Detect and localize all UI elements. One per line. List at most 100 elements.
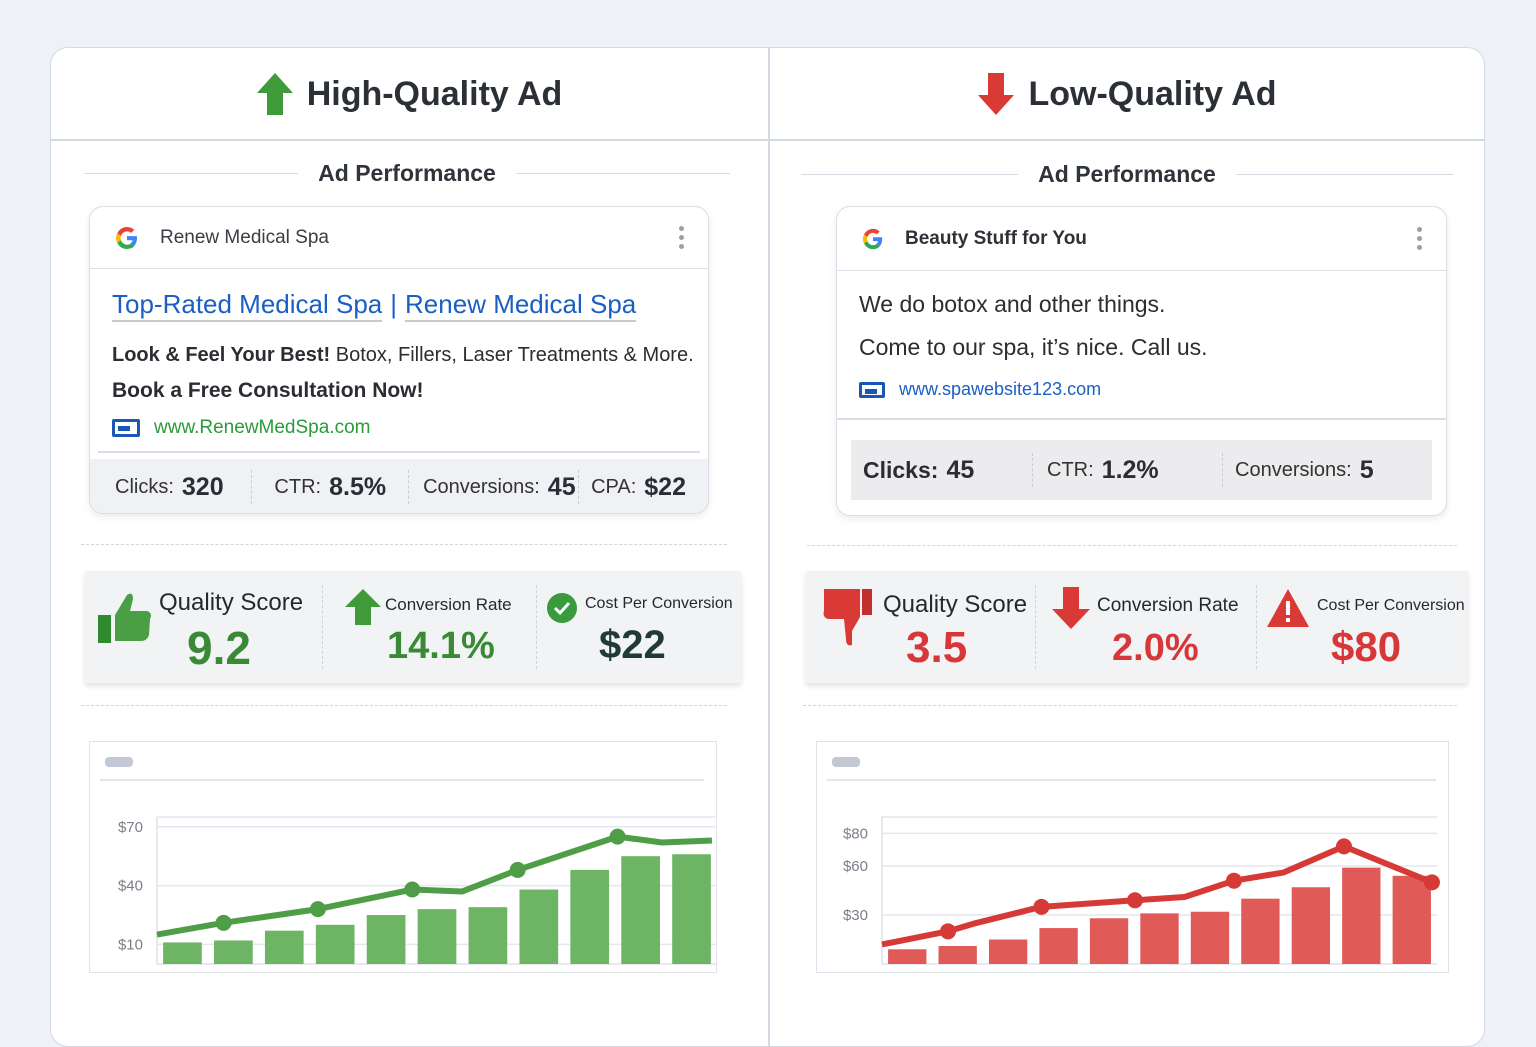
ad-call-to-action: Book a Free Consultation Now! (112, 379, 424, 402)
desc-rest: Botox, Fillers, Laser Treatments & More. (335, 344, 694, 366)
kpi-label: Quality Score (159, 589, 304, 616)
dashed-divider (807, 545, 1457, 546)
bar (315, 924, 355, 964)
bar (366, 915, 406, 964)
bar (1291, 887, 1331, 964)
thumbs-up-icon (98, 593, 151, 643)
kpi-value: 14.1% (387, 625, 495, 667)
ad-stats-bar: Clicks: 320 CTR: 8.5% Conversions: 45 CPA: $… (90, 459, 708, 513)
left-kpi-bar: Quality Score 9.2 Conversion Rate 14.1% … (85, 571, 741, 683)
trend-point (404, 881, 421, 898)
stat-clicks: Clicks: 45 (851, 453, 1033, 487)
bar (672, 854, 711, 964)
advertiser-name: Renew Medical Spa (160, 226, 329, 248)
check-circle-icon (547, 593, 577, 623)
y-tick-label: $80 (843, 825, 868, 842)
left-title: High-Quality Ad (306, 74, 563, 113)
bar (988, 939, 1028, 964)
kpi-value: $80 (1331, 623, 1402, 670)
dashed-divider (803, 705, 1457, 706)
ad-headline[interactable]: Top-Rated Medical Spa | Renew Medical Sp… (112, 289, 686, 322)
headline-part-2[interactable]: Renew Medical Spa (405, 289, 637, 322)
left-ad-card: Renew Medical Spa Top-Rated Medical Spa … (89, 206, 709, 514)
url-text[interactable]: www.spawebsite123.com (899, 379, 1102, 399)
column-divider (768, 48, 770, 1046)
y-tick-label: $60 (843, 858, 868, 875)
stat-ctr: CTR: 1.2% (1033, 453, 1223, 487)
section-label: Ad Performance (1038, 161, 1216, 187)
y-tick-label: $30 (843, 907, 868, 924)
bar (570, 869, 610, 964)
more-options-icon[interactable] (1417, 227, 1422, 250)
section-label: Ad Performance (318, 160, 496, 186)
trend-point (309, 901, 326, 918)
arrow-down-icon (1052, 587, 1090, 629)
kpi-label: Conversion Rate (385, 595, 512, 614)
right-section-title: Ad Performance (801, 161, 1454, 188)
bar (621, 856, 660, 964)
trend-point (939, 923, 956, 940)
kpi-cost-per-conversion: Cost Per Conversion $22 (537, 585, 741, 669)
desc-bold: Look & Feel Your Best! (112, 344, 331, 366)
more-options-icon[interactable] (679, 226, 684, 249)
browser-icon (859, 381, 885, 398)
advertiser-name: Beauty Stuff for You (905, 227, 1087, 249)
header-divider (51, 139, 1484, 141)
kpi-value: 3.5 (906, 623, 968, 672)
trend-point (1126, 892, 1143, 909)
arrow-down-icon (978, 73, 1015, 115)
kpi-conversion-rate: Conversion Rate 14.1% (323, 585, 537, 669)
stat-conversions: Conversions: 5 (1235, 455, 1374, 484)
bar (417, 909, 457, 964)
trend-point (215, 914, 232, 931)
trend-line (881, 843, 1434, 948)
kpi-value: $22 (599, 623, 666, 667)
kpi-label: Cost Per Conversion (1317, 597, 1465, 614)
bar (1342, 867, 1381, 964)
bar (519, 889, 559, 964)
browser-icon (112, 419, 140, 437)
y-tick-label: $10 (118, 936, 143, 953)
bar (1039, 928, 1078, 964)
url-text[interactable]: www.RenewMedSpa.com (154, 417, 371, 438)
ad-url[interactable]: www.spawebsite123.com (859, 379, 1424, 400)
kpi-cost-per-conversion: Cost Per Conversion $80 (1257, 585, 1468, 670)
right-ad-card: Beauty Stuff for You We do botox and oth… (836, 206, 1447, 516)
headline-separator: | (390, 289, 398, 319)
kpi-quality-score: Quality Score 9.2 (85, 585, 323, 674)
trend-point (1335, 838, 1352, 855)
ad-url[interactable]: www.RenewMedSpa.com (112, 417, 686, 439)
dashed-divider (81, 705, 727, 706)
warning-icon (1267, 589, 1309, 627)
left-trend-chart: $10 $40 $70 (89, 741, 717, 973)
bar (264, 930, 304, 964)
kpi-value: 2.0% (1112, 627, 1199, 669)
y-tick-label: $40 (118, 878, 143, 895)
kpi-label: Cost Per Conversion (585, 595, 733, 612)
headline-part-1[interactable]: Top-Rated Medical Spa (112, 289, 383, 322)
bar (468, 907, 508, 964)
stat-clicks: Clicks: 320 (90, 470, 253, 504)
right-title: Low-Quality Ad (1028, 74, 1277, 113)
stat-conversions: Conversions: 45 (409, 470, 580, 504)
right-kpi-bar: Quality Score 3.5 Conversion Rate 2.0% C… (806, 571, 1468, 683)
comparison-panel: High-Quality Ad Ad Performance Renew Med… (50, 47, 1485, 1047)
ad-stats-bar: Clicks: 45 CTR: 1.2% Conversions: 5 (851, 440, 1432, 500)
bar (214, 940, 253, 964)
bar (1190, 911, 1230, 964)
trend-point (1423, 874, 1440, 891)
kpi-conversion-rate: Conversion Rate 2.0% (1036, 585, 1257, 669)
kpi-value: 9.2 (187, 622, 251, 674)
trend-point (609, 828, 626, 845)
google-logo-icon (116, 226, 137, 249)
kpi-label: Conversion Rate (1097, 595, 1239, 616)
kpi-quality-score: Quality Score 3.5 (806, 585, 1036, 672)
ad-description: Look & Feel Your Best! Botox, Fillers, L… (112, 344, 694, 367)
bar (938, 946, 977, 964)
left-section-title: Ad Performance (84, 160, 731, 187)
kpi-label: Quality Score (883, 591, 1028, 618)
right-header: Low-Quality Ad (769, 48, 1484, 140)
stat-ctr: CTR: 8.5% (252, 470, 410, 504)
bar (163, 942, 202, 964)
y-tick-label: $70 (118, 819, 143, 836)
